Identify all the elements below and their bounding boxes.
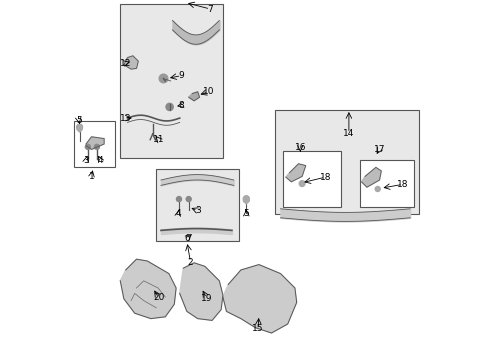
- Text: 11: 11: [153, 135, 164, 144]
- Circle shape: [299, 181, 305, 186]
- Circle shape: [85, 144, 90, 149]
- Circle shape: [77, 124, 82, 130]
- Text: 6: 6: [183, 234, 189, 243]
- Polygon shape: [77, 124, 82, 132]
- Circle shape: [243, 196, 249, 202]
- Text: 7: 7: [207, 5, 213, 14]
- Polygon shape: [120, 259, 176, 319]
- Polygon shape: [361, 167, 381, 187]
- Circle shape: [186, 197, 191, 202]
- Circle shape: [166, 103, 173, 111]
- Polygon shape: [285, 164, 305, 182]
- Text: 17: 17: [373, 145, 385, 154]
- Text: 5: 5: [243, 209, 249, 217]
- Text: 13: 13: [120, 114, 131, 122]
- Bar: [283, 151, 340, 207]
- Text: 16: 16: [294, 143, 305, 152]
- Text: 1: 1: [88, 172, 94, 181]
- Circle shape: [176, 197, 181, 202]
- Text: 18: 18: [396, 180, 408, 189]
- Circle shape: [159, 74, 167, 83]
- Text: 3: 3: [194, 206, 200, 215]
- Polygon shape: [243, 196, 249, 204]
- Text: 14: 14: [343, 129, 354, 138]
- Text: 8: 8: [178, 101, 184, 110]
- Text: 4: 4: [175, 209, 181, 217]
- Text: 10: 10: [203, 87, 214, 96]
- Bar: [156, 169, 239, 241]
- Text: 18: 18: [319, 173, 330, 182]
- Bar: [359, 160, 413, 207]
- Bar: [120, 4, 223, 158]
- Text: 5: 5: [76, 116, 81, 125]
- Polygon shape: [179, 263, 223, 320]
- Polygon shape: [188, 92, 199, 101]
- Circle shape: [374, 186, 380, 192]
- Circle shape: [94, 144, 99, 149]
- Text: 19: 19: [201, 294, 212, 302]
- Text: 2: 2: [187, 258, 193, 266]
- Text: 15: 15: [252, 324, 264, 333]
- Text: 4: 4: [98, 156, 103, 165]
- Text: 20: 20: [153, 293, 164, 302]
- Polygon shape: [86, 137, 104, 149]
- Bar: [73, 121, 115, 167]
- Text: 12: 12: [120, 59, 131, 68]
- Polygon shape: [123, 56, 138, 69]
- Text: 9: 9: [178, 71, 184, 80]
- Polygon shape: [223, 265, 296, 333]
- Bar: [275, 110, 418, 214]
- Text: 3: 3: [83, 156, 89, 165]
